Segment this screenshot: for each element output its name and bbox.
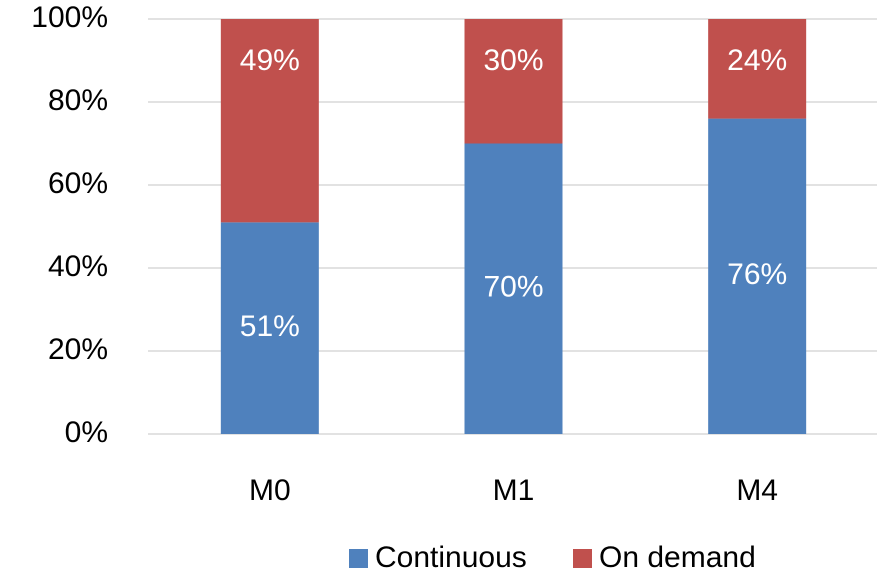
- bar-segment: [708, 19, 807, 119]
- data-label: 49%: [240, 44, 300, 77]
- x-tick-label: M0: [249, 474, 291, 507]
- bar-segment: [220, 222, 319, 434]
- legend-swatch: [349, 549, 368, 568]
- data-label: 30%: [483, 44, 543, 77]
- y-tick-label: 40%: [48, 250, 108, 283]
- data-label: 70%: [483, 271, 543, 304]
- legend-label: On demand: [599, 541, 756, 574]
- data-label: 24%: [727, 44, 787, 77]
- data-label: 51%: [240, 310, 300, 343]
- y-tick-label: 20%: [48, 333, 108, 366]
- legend-swatch: [573, 549, 592, 568]
- y-tick-label: 60%: [48, 167, 108, 200]
- y-tick-label: 100%: [31, 1, 108, 34]
- y-tick-label: 80%: [48, 84, 108, 117]
- bar-segment: [220, 19, 319, 223]
- bar-segment: [708, 118, 807, 434]
- x-tick-label: M4: [736, 474, 778, 507]
- y-tick-label: 0%: [65, 416, 108, 449]
- bar-segment: [464, 19, 563, 144]
- legend-label: Continuous: [375, 541, 527, 574]
- bar-segment: [464, 143, 563, 434]
- x-tick-label: M1: [493, 474, 535, 507]
- data-label: 76%: [727, 258, 787, 291]
